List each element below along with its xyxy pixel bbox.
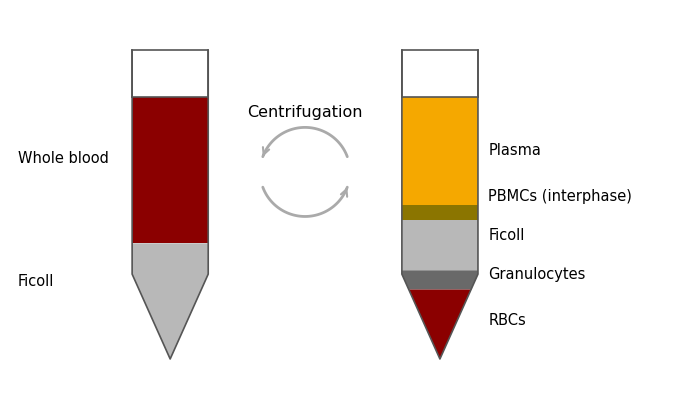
- Text: Whole blood: Whole blood: [18, 151, 109, 166]
- Text: RBCs: RBCs: [489, 313, 526, 328]
- Polygon shape: [402, 205, 478, 220]
- Text: Ficoll: Ficoll: [18, 274, 55, 289]
- Text: Ficoll: Ficoll: [489, 228, 525, 243]
- Polygon shape: [402, 220, 478, 270]
- Polygon shape: [132, 50, 208, 97]
- Text: Granulocytes: Granulocytes: [489, 267, 586, 282]
- Polygon shape: [402, 270, 478, 290]
- Text: Centrifugation: Centrifugation: [247, 105, 363, 120]
- Polygon shape: [132, 243, 208, 359]
- Polygon shape: [132, 97, 208, 243]
- Text: PBMCs (interphase): PBMCs (interphase): [489, 190, 632, 204]
- Polygon shape: [402, 50, 478, 97]
- Polygon shape: [409, 290, 471, 359]
- Polygon shape: [402, 97, 478, 205]
- Text: Plasma: Plasma: [489, 143, 541, 158]
